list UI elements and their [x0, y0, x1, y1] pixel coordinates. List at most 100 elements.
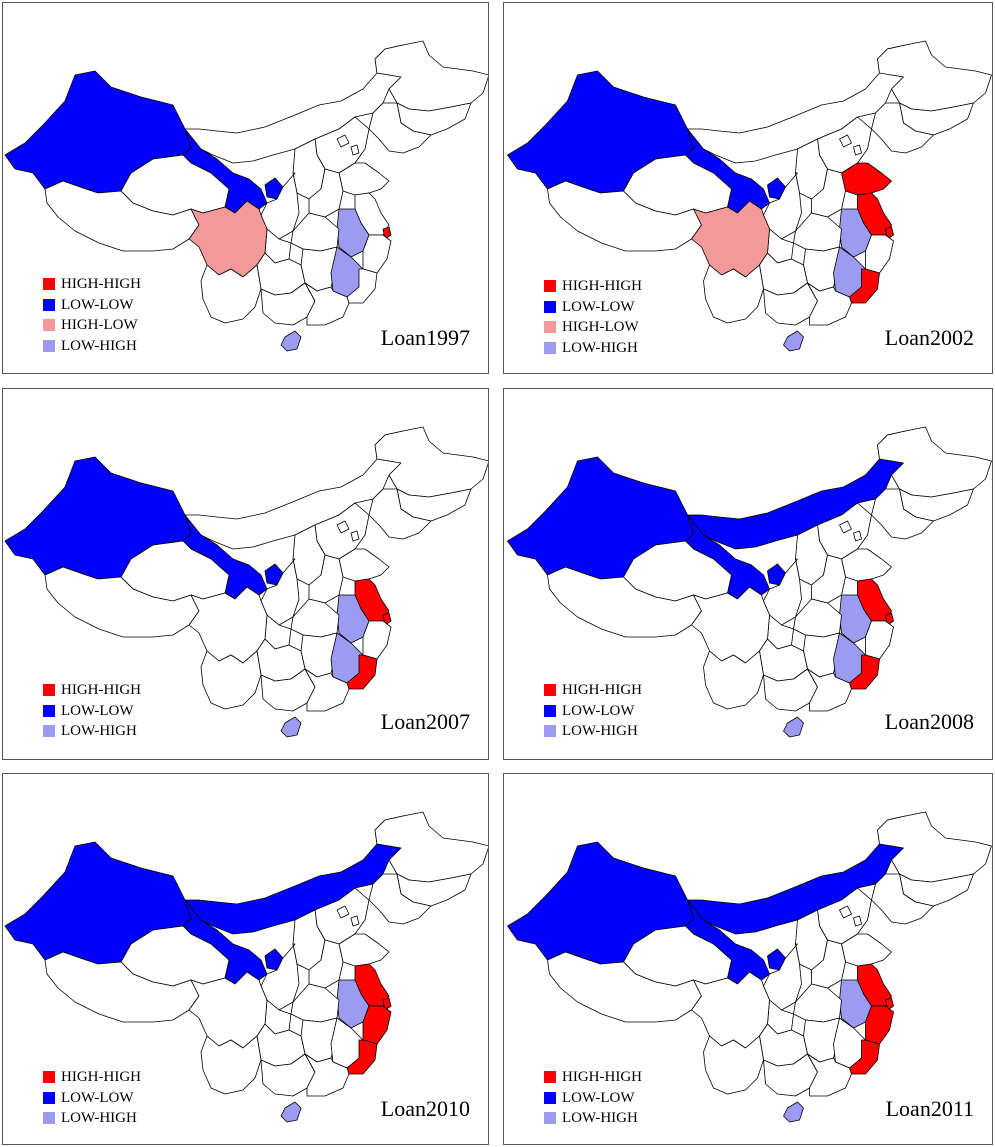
- legend-swatch: [544, 280, 556, 293]
- map-legend: HIGH-HIGH LOW-LOW HIGH-LOW LOW-HIGH: [544, 276, 642, 358]
- china-map: [507, 40, 992, 352]
- province-sichuan: [188, 200, 268, 278]
- map-legend: HIGH-HIGH LOW-LOW LOW-HIGH: [43, 680, 141, 742]
- legend-item-low-low: LOW-LOW: [544, 701, 642, 722]
- legend-label: LOW-LOW: [562, 298, 635, 315]
- china-map: [4, 426, 488, 738]
- legend-swatch: [544, 1112, 556, 1125]
- legend-item-low-low: LOW-LOW: [43, 1088, 141, 1109]
- province-heilongjiang: [877, 811, 992, 883]
- legend-swatch: [43, 1071, 55, 1084]
- province-zhejiang: [865, 1005, 894, 1045]
- province-hubei: [793, 212, 842, 252]
- legend-label: LOW-LOW: [562, 702, 635, 719]
- province-hubei: [290, 212, 340, 252]
- year-label: Loan2008: [884, 709, 974, 734]
- map-legend: HIGH-HIGH LOW-LOW LOW-HIGH: [544, 1067, 642, 1129]
- legend-label: HIGH-HIGH: [61, 1069, 141, 1085]
- province-fujian: [849, 1039, 880, 1075]
- legend-item-low-low: LOW-LOW: [43, 295, 141, 316]
- province-zhejiang: [865, 234, 894, 274]
- legend-label: LOW-HIGH: [61, 337, 137, 354]
- legend-item-low-high: LOW-HIGH: [544, 1108, 642, 1129]
- province-heilongjiang: [374, 426, 488, 498]
- province-sichuan: [691, 971, 770, 1049]
- map-legend: HIGH-HIGH LOW-LOW LOW-HIGH: [43, 1067, 141, 1129]
- province-guangdong: [304, 282, 350, 326]
- province-heilongjiang: [877, 40, 992, 112]
- china-map: [4, 811, 488, 1123]
- province-liaoning: [368, 873, 432, 925]
- legend-swatch: [43, 725, 55, 738]
- province-fujian: [346, 654, 378, 690]
- map-panel-loan2007: HIGH-HIGH LOW-LOW LOW-HIGH Loan2007: [2, 388, 489, 760]
- legend-swatch: [544, 684, 556, 697]
- legend-label: LOW-HIGH: [61, 1110, 137, 1126]
- province-liaoning: [871, 873, 934, 925]
- province-zhejiang: [362, 620, 392, 660]
- province-liaoning: [871, 488, 934, 540]
- legend-label: LOW-LOW: [562, 1089, 635, 1106]
- legend-label: LOW-HIGH: [562, 339, 638, 356]
- province-hubei: [793, 983, 842, 1023]
- province-fujian: [346, 268, 378, 304]
- map-legend: HIGH-HIGH LOW-LOW HIGH-LOW LOW-HIGH: [43, 274, 141, 356]
- legend-item-low-high: LOW-HIGH: [43, 336, 141, 357]
- province-yunnan: [200, 264, 262, 324]
- legend-item-high-high: HIGH-HIGH: [544, 276, 642, 297]
- legend-swatch: [544, 300, 556, 313]
- province-shandong: [841, 548, 892, 582]
- province-beijing: [839, 520, 852, 534]
- province-hubei: [290, 983, 340, 1023]
- legend-label: HIGH-LOW: [61, 317, 138, 333]
- legend-item-low-low: LOW-LOW: [544, 1088, 642, 1109]
- legend-label: HIGH-HIGH: [562, 1069, 642, 1085]
- province-sichuan: [691, 586, 770, 664]
- province-yunnan: [703, 1035, 764, 1095]
- province-yunnan: [703, 650, 764, 710]
- year-label: Loan2002: [884, 325, 974, 350]
- legend-label: HIGH-HIGH: [562, 682, 642, 698]
- province-guangdong: [807, 282, 852, 326]
- province-yunnan: [200, 650, 262, 710]
- legend-label: LOW-LOW: [61, 296, 134, 313]
- province-zhejiang: [865, 620, 894, 660]
- china-map: [4, 40, 488, 352]
- province-guangdong: [304, 1053, 350, 1097]
- legend-swatch: [544, 341, 556, 354]
- year-label: Loan2010: [380, 1096, 470, 1121]
- province-shandong: [338, 548, 390, 582]
- province-hubei: [290, 598, 340, 638]
- legend-label: LOW-HIGH: [61, 723, 137, 739]
- province-sichuan: [691, 200, 770, 278]
- year-label: Loan1997: [380, 325, 470, 350]
- province-hubei: [793, 598, 842, 638]
- province-tianjin: [350, 915, 360, 927]
- province-tianjin: [350, 530, 360, 542]
- province-liaoning: [368, 102, 432, 154]
- legend-item-high-high: HIGH-HIGH: [544, 1067, 642, 1088]
- year-label: Loan2007: [380, 709, 470, 734]
- legend-swatch: [43, 319, 55, 332]
- china-map: [507, 811, 992, 1123]
- province-liaoning: [871, 102, 934, 154]
- legend-swatch: [43, 278, 55, 291]
- legend-label: LOW-LOW: [61, 1089, 134, 1106]
- map-panel-loan2011: HIGH-HIGH LOW-LOW LOW-HIGH Loan2011: [503, 773, 993, 1145]
- province-tianjin: [853, 915, 862, 927]
- province-guangdong: [807, 668, 852, 712]
- province-shandong: [841, 933, 892, 967]
- province-tianjin: [853, 144, 862, 156]
- legend-swatch: [43, 1112, 55, 1125]
- province-hainan: [783, 1101, 804, 1123]
- province-sichuan: [188, 586, 268, 664]
- legend-label: LOW-HIGH: [562, 723, 638, 739]
- province-heilongjiang: [374, 40, 488, 112]
- legend-label: HIGH-HIGH: [61, 276, 141, 292]
- legend-swatch: [43, 298, 55, 311]
- map-panel-loan2010: HIGH-HIGH LOW-LOW LOW-HIGH Loan2010: [2, 773, 489, 1145]
- province-yunnan: [200, 1035, 262, 1095]
- province-guangdong: [304, 668, 350, 712]
- legend-item-high-low: HIGH-LOW: [43, 315, 141, 336]
- legend-item-low-low: LOW-LOW: [544, 297, 642, 318]
